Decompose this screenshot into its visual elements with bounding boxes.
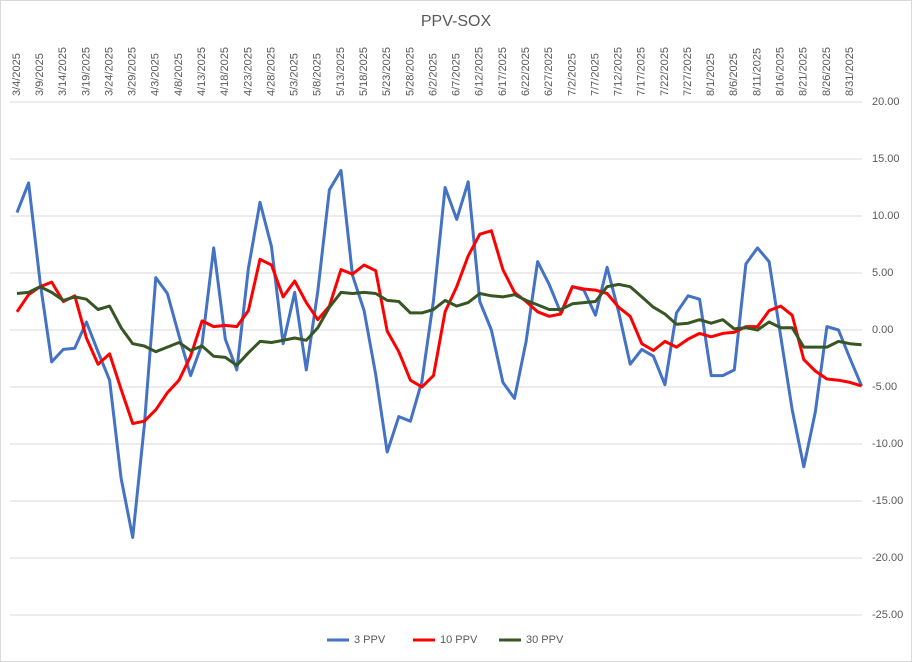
x-tick-label: 6/27/2025 xyxy=(543,47,555,96)
y-tick-label: 0.00 xyxy=(872,324,893,336)
x-tick-label: 3/24/2025 xyxy=(103,47,115,96)
x-tick-label: 5/8/2025 xyxy=(312,53,324,96)
x-tick-label: 6/7/2025 xyxy=(451,53,463,96)
x-tick-label: 4/13/2025 xyxy=(196,47,208,96)
y-tick-label: 5.00 xyxy=(872,267,893,279)
y-tick-label: -15.00 xyxy=(872,495,903,507)
x-tick-label: 7/17/2025 xyxy=(636,47,648,96)
x-tick-label: 6/17/2025 xyxy=(497,47,509,96)
x-tick-label: 5/18/2025 xyxy=(358,47,370,96)
x-tick-label: 8/11/2025 xyxy=(751,48,763,96)
x-tick-label: 3/29/2025 xyxy=(127,47,139,96)
series-line xyxy=(16,282,862,367)
x-tick-label: 3/4/2025 xyxy=(11,53,23,96)
x-tick-label: 7/7/2025 xyxy=(589,53,601,96)
x-tick-label: 7/12/2025 xyxy=(613,47,625,96)
x-tick-label: 4/28/2025 xyxy=(265,47,277,96)
x-tick-label: 4/8/2025 xyxy=(173,53,185,96)
x-tick-label: 3/19/2025 xyxy=(80,47,92,96)
x-tick-label: 5/13/2025 xyxy=(335,47,347,96)
series-line xyxy=(15,168,863,539)
legend-label: 30 PPV xyxy=(526,634,564,646)
y-tick-label: 10.00 xyxy=(872,210,900,222)
x-tick-label: 6/2/2025 xyxy=(427,53,439,96)
y-tick-label: -10.00 xyxy=(872,438,903,450)
x-tick-label: 5/23/2025 xyxy=(381,47,393,96)
y-tick-label: 15.00 xyxy=(872,153,900,165)
x-tick-label: 5/28/2025 xyxy=(404,47,416,96)
y-tick-label: -20.00 xyxy=(872,552,903,564)
x-tick-label: 8/26/2025 xyxy=(821,47,833,96)
x-tick-label: 4/23/2025 xyxy=(242,47,254,96)
x-tick-label: 7/27/2025 xyxy=(682,47,694,96)
x-tick-label: 5/3/2025 xyxy=(289,53,301,96)
x-tick-label: 4/18/2025 xyxy=(219,47,231,96)
x-tick-label: 8/31/2025 xyxy=(844,47,856,96)
x-tick-label: 7/2/2025 xyxy=(566,53,578,96)
x-tick-label: 8/16/2025 xyxy=(775,47,787,96)
x-tick-label: 6/12/2025 xyxy=(474,47,486,96)
x-tick-label: 3/9/2025 xyxy=(34,53,46,96)
x-tick-label: 8/21/2025 xyxy=(798,47,810,96)
x-tick-label: 6/22/2025 xyxy=(520,47,532,96)
y-tick-label: -25.00 xyxy=(872,609,903,621)
y-tick-label: -5.00 xyxy=(872,381,897,393)
y-tick-label: 20.00 xyxy=(872,96,900,108)
x-tick-label: 4/3/2025 xyxy=(150,53,162,96)
chart-title: PPV-SOX xyxy=(421,13,492,30)
x-tick-label: 8/1/2025 xyxy=(705,53,717,96)
x-tick-label: 8/6/2025 xyxy=(728,53,740,96)
x-tick-label: 7/22/2025 xyxy=(659,47,671,96)
x-tick-label: 3/14/2025 xyxy=(57,47,69,96)
legend-label: 10 PPV xyxy=(440,634,478,646)
series-line xyxy=(15,229,863,425)
legend-label: 3 PPV xyxy=(354,634,386,646)
